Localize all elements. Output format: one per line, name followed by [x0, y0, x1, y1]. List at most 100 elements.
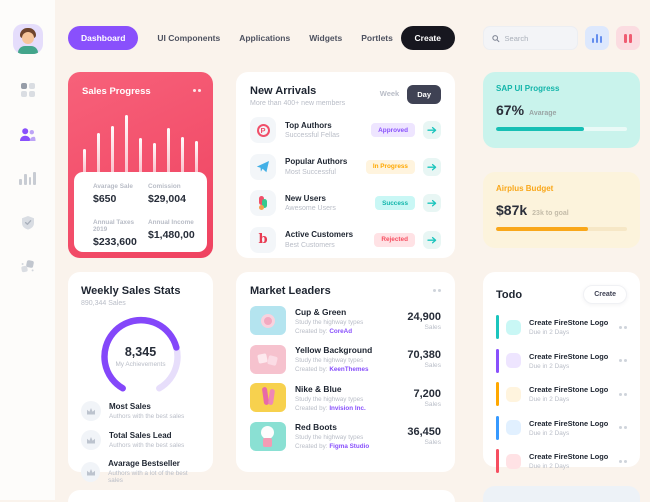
color-square — [506, 353, 521, 368]
crown-icon — [81, 401, 101, 421]
sap-progress-bar — [496, 127, 627, 131]
pause-button[interactable] — [616, 26, 640, 50]
tab-widgets[interactable]: Widgets — [309, 33, 343, 43]
tab-applications[interactable]: Applications — [239, 33, 291, 43]
sales-progress-title: Sales Progress — [82, 86, 151, 97]
tab-portlets[interactable]: Portlets — [361, 33, 393, 43]
author-link[interactable]: KeenThemes — [329, 366, 369, 373]
arrow-right-button[interactable] — [423, 230, 441, 249]
figma-icon — [250, 190, 276, 216]
sales-bar — [167, 128, 170, 172]
search-icon — [492, 34, 500, 42]
sap-progress-fill — [496, 127, 584, 131]
sales-bar — [97, 132, 100, 172]
color-bar — [496, 315, 499, 339]
color-square — [506, 420, 521, 435]
day-toggle[interactable]: Day — [407, 85, 441, 104]
product-thumbnail — [250, 421, 286, 451]
author-link[interactable]: Invision Inc. — [329, 404, 366, 412]
list-item: Create FireStone Logo Due in 2 Days — [496, 348, 627, 373]
create-button[interactable]: Create — [400, 26, 455, 50]
product-thumbnail — [250, 383, 286, 412]
author-link[interactable]: Figma Studio — [329, 443, 370, 450]
list-item: Total Sales Lead Authors with the best s… — [81, 430, 200, 450]
todo-title: Todo — [496, 288, 523, 301]
tab-dashboard[interactable]: Dashboard — [68, 26, 139, 50]
menu-dots-icon[interactable] — [432, 289, 441, 292]
achievements-gauge: 8,345 My Achievements — [89, 311, 193, 395]
weekly-sales-card: Weekly Sales Stats 890,344 Sales 8,345 M… — [68, 272, 213, 484]
sales-bar — [153, 143, 156, 172]
menu-dots-icon[interactable] — [618, 325, 627, 329]
search-box[interactable] — [483, 26, 578, 50]
sales-bar — [125, 114, 128, 172]
bootstrap-icon: b — [250, 226, 276, 253]
arrow-right-button[interactable] — [423, 157, 441, 176]
list-item: New Users Awesome Users Success — [250, 190, 441, 216]
airplus-budget-label: 23k to goal — [532, 210, 569, 217]
arrow-right-button[interactable] — [423, 194, 441, 212]
gauge-value: 8,345 — [124, 345, 157, 359]
gauge-label: My Achievements — [115, 361, 166, 368]
new-arrivals-subtitle: More than 400+ new members — [250, 100, 346, 107]
stats-button[interactable] — [585, 26, 609, 50]
list-item: Create FireStone Logo Due in 2 Days — [496, 449, 627, 473]
user-avatar[interactable] — [12, 24, 43, 54]
bar-chart-icon[interactable] — [14, 164, 42, 192]
author-link[interactable]: CoreAd — [329, 327, 353, 335]
product-thumbnail — [250, 306, 286, 335]
arrow-right-button[interactable] — [423, 121, 441, 139]
avatar-face — [21, 32, 34, 44]
status-badge: Success — [375, 196, 415, 210]
color-bar — [496, 348, 499, 373]
list-item: Popular Authors Most Successful In Progr… — [250, 153, 441, 180]
menu-dots-icon[interactable] — [618, 426, 627, 429]
crown-icon — [81, 430, 101, 450]
sap-progress-title: SAP UI Progress — [496, 84, 560, 93]
sales-bar — [195, 140, 198, 172]
gauge-progress — [100, 316, 181, 392]
airplus-progress-bar — [496, 227, 627, 231]
menu-dots-icon[interactable] — [192, 89, 201, 92]
top-nav: Dashboard UI Components Applications Wid… — [68, 24, 455, 52]
partial-card — [68, 490, 455, 502]
search-input[interactable] — [504, 33, 569, 43]
sales-bar — [83, 148, 86, 172]
menu-dots-icon[interactable] — [618, 392, 627, 396]
list-item: P Top Authors Successful Fellas Approved — [250, 117, 441, 143]
search-area — [483, 26, 640, 50]
table-row: Red Boots Study the highway types Create… — [250, 421, 441, 451]
menu-dots-icon[interactable] — [618, 359, 627, 362]
airplus-budget-value: $87k — [496, 202, 528, 218]
status-badge: Rejected — [374, 232, 415, 247]
list-item: Most Sales Authors with the best sales — [81, 401, 200, 421]
color-square — [506, 319, 521, 335]
table-row: Cup & Green Study the highway types Crea… — [250, 306, 441, 335]
plugins-icon[interactable] — [14, 252, 42, 280]
list-item: Create FireStone Logo Due in 2 Days — [496, 415, 627, 440]
grid-icon[interactable] — [14, 76, 42, 104]
mini-chart-icon — [591, 33, 603, 43]
airplus-budget-title: Airplus Budget — [496, 184, 554, 193]
sales-bar — [181, 136, 184, 172]
avatar-body — [17, 46, 38, 54]
airplus-progress-fill — [496, 227, 588, 231]
color-square — [506, 453, 521, 469]
todo-create-button[interactable]: Create — [583, 285, 627, 304]
color-bar — [496, 415, 499, 440]
week-toggle[interactable]: Week — [379, 89, 400, 98]
table-row: Nike & Blue Study the highway types Crea… — [250, 383, 441, 412]
status-badge: In Progress — [365, 159, 415, 174]
menu-dots-icon[interactable] — [618, 459, 627, 463]
list-item: Create FireStone Logo Due in 2 Days — [496, 382, 627, 406]
shield-check-icon[interactable] — [14, 208, 42, 236]
partial-card — [483, 486, 640, 502]
paper-plane-icon — [250, 153, 276, 180]
table-row: Yellow Background Study the highway type… — [250, 344, 441, 374]
todo-card: Todo Create Create FireStone Logo Due in… — [483, 272, 640, 473]
pause-icon — [624, 33, 632, 43]
sales-bars — [83, 104, 198, 172]
tab-ui-components[interactable]: UI Components — [157, 33, 221, 43]
users-icon[interactable] — [14, 120, 42, 148]
list-item: Create FireStone Logo Due in 2 Days — [496, 315, 627, 339]
